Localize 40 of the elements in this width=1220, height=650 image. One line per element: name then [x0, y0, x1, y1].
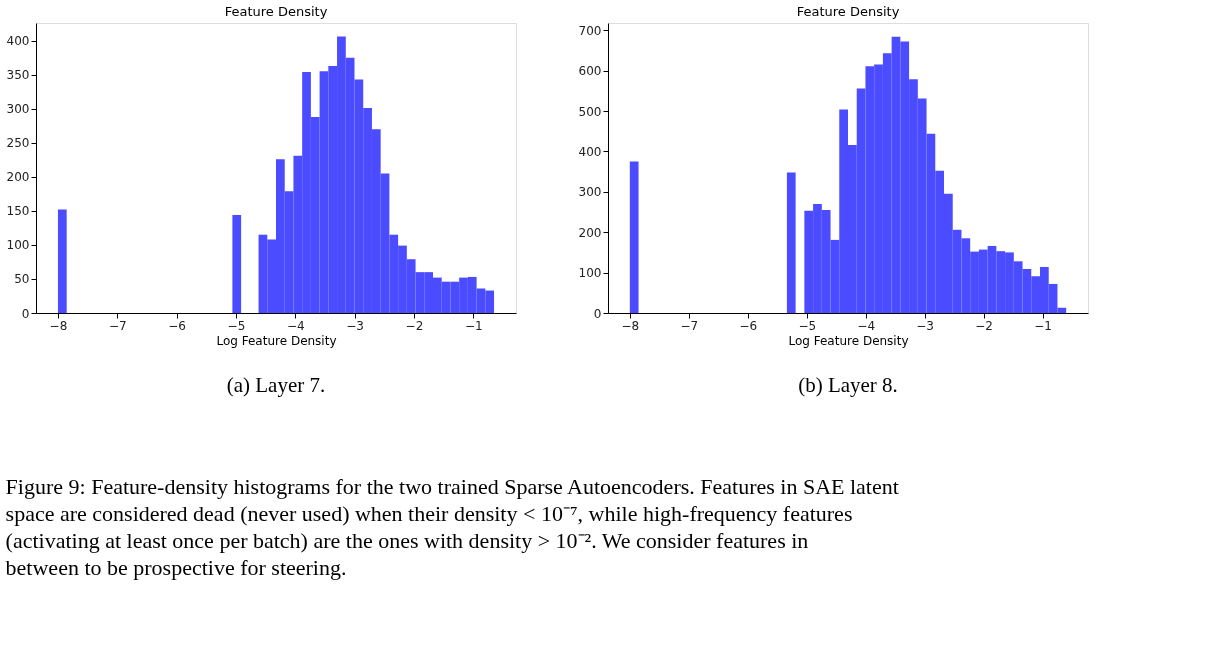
- x-tick-label: −3: [346, 318, 364, 333]
- x-tick-label: −5: [227, 318, 246, 333]
- y-tick-label: 400: [6, 34, 30, 49]
- y-tick-label: 400: [578, 144, 602, 159]
- x-tick-label: −7: [108, 318, 127, 333]
- y-tick-label: 350: [6, 68, 30, 83]
- x-axis-title: Log Feature Density: [216, 333, 337, 348]
- y-tick-label: 50: [14, 272, 30, 287]
- x-tick-label: −8: [621, 318, 640, 333]
- caption: Figure 9: Feature-density histograms for the two trained Sparse Autoencoders. Features in SAE latent space are considered dead (never used) when their density < 10⁻⁷, while high-frequency features (activating at least once per batch) are the ones with density > 10⁻². We consider features in between to be prospective for steering.: [5, 473, 899, 580]
- y-tick-label: 500: [578, 104, 602, 119]
- x-tick-label: −4: [286, 318, 305, 333]
- x-tick-label: −2: [975, 318, 993, 333]
- text: (b) Layer 8.: [798, 373, 898, 397]
- x-tick-label: −6: [168, 318, 186, 333]
- y-tick-label: 200: [6, 170, 30, 185]
- y-tick-label: 150: [6, 204, 30, 219]
- text: (a) Layer 7.: [226, 373, 326, 397]
- y-tick-label: 0: [21, 306, 30, 321]
- x-tick-label: −5: [798, 318, 817, 333]
- y-tick-label: 700: [578, 23, 602, 38]
- y-tick-label: 300: [578, 185, 602, 200]
- x-tick-label: −1: [1034, 318, 1052, 333]
- x-tick-label: −4: [857, 318, 876, 333]
- chart-title: Feature Density: [796, 4, 900, 19]
- y-tick-label: 100: [578, 266, 602, 281]
- y-tick-label: 200: [578, 225, 602, 240]
- y-tick-label: 300: [6, 102, 30, 117]
- x-tick-label: −3: [916, 318, 935, 333]
- x-tick-label: −8: [49, 318, 68, 333]
- chart-title: Feature Density: [224, 4, 328, 19]
- x-axis-title: Log Feature Density: [788, 333, 909, 348]
- y-tick-label: 0: [593, 306, 602, 321]
- x-tick-label: −2: [405, 318, 424, 333]
- x-tick-label: −6: [739, 318, 758, 333]
- x-tick-label: −1: [464, 318, 483, 333]
- x-tick-label: −7: [680, 318, 699, 333]
- y-tick-label: 100: [6, 238, 30, 253]
- y-tick-label: 250: [6, 136, 30, 151]
- y-tick-label: 600: [578, 64, 602, 79]
